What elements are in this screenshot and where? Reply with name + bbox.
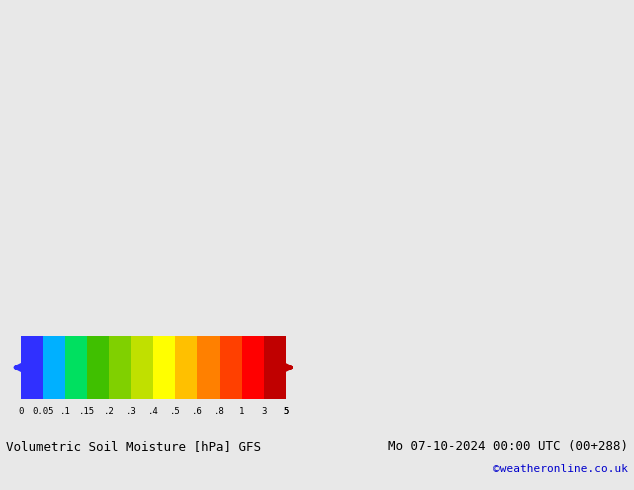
Text: .8: .8 [214, 407, 225, 416]
Text: .1: .1 [60, 407, 70, 416]
Text: 5: 5 [283, 407, 288, 416]
Text: 0: 0 [18, 407, 23, 416]
Text: 1: 1 [239, 407, 244, 416]
Text: .6: .6 [192, 407, 203, 416]
Bar [219, 336, 242, 399]
Bar [198, 336, 219, 399]
Bar [87, 336, 109, 399]
Text: 5: 5 [283, 407, 288, 416]
Text: 3: 3 [261, 407, 266, 416]
Bar [20, 336, 42, 399]
Text: .15: .15 [79, 407, 95, 416]
Text: ©weatheronline.co.uk: ©weatheronline.co.uk [493, 464, 628, 473]
Text: .4: .4 [148, 407, 158, 416]
Text: Volumetric Soil Moisture [hPa] GFS: Volumetric Soil Moisture [hPa] GFS [6, 440, 261, 453]
Bar [65, 336, 87, 399]
Text: Mo 07-10-2024 00:00 UTC (00+288): Mo 07-10-2024 00:00 UTC (00+288) [387, 440, 628, 453]
Text: .2: .2 [104, 407, 114, 416]
Bar [153, 336, 176, 399]
Text: .5: .5 [170, 407, 181, 416]
Text: .3: .3 [126, 407, 136, 416]
Bar [264, 336, 286, 399]
Bar [242, 336, 264, 399]
Bar [109, 336, 131, 399]
Text: 0.05: 0.05 [32, 407, 53, 416]
Bar [131, 336, 153, 399]
Bar [176, 336, 198, 399]
Bar [42, 336, 65, 399]
